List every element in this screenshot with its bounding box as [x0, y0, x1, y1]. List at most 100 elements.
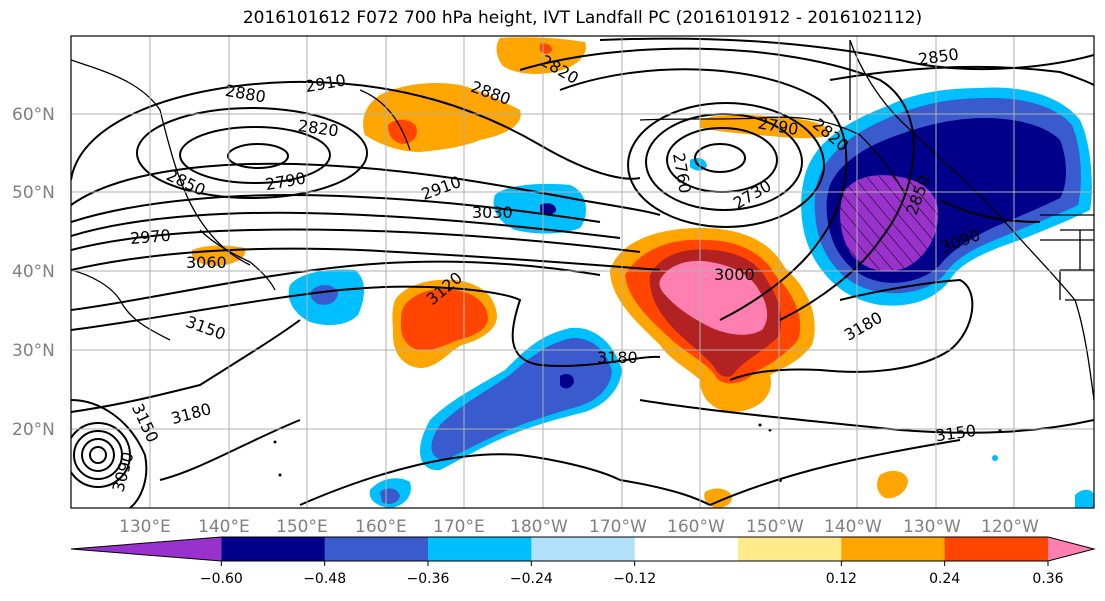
- height-contour: [299, 453, 621, 506]
- colorbar-tick-label: 0.12: [826, 571, 857, 587]
- ivt-positive-region: [400, 289, 488, 351]
- colorbar-cell: [531, 537, 636, 561]
- colorbar-cell: [738, 537, 842, 561]
- colorbar-ticks: −0.60−0.48−0.36−0.24−0.120.120.240.360.4…: [200, 561, 1064, 587]
- lon-label: 150°E: [276, 517, 328, 537]
- colorbar-extend-left: [71, 537, 222, 561]
- coastline: [1040, 239, 1094, 301]
- height-contour: [694, 143, 746, 173]
- island: [758, 423, 762, 427]
- height-contour: [179, 126, 331, 184]
- contour-label: 3030: [472, 203, 513, 222]
- contour-label: 3060: [186, 253, 227, 272]
- lon-label: 180°W: [510, 517, 568, 537]
- coastline: [1040, 214, 1094, 231]
- height-contour: [627, 102, 825, 228]
- coastline: [639, 116, 906, 196]
- colorbar-cell: [428, 537, 532, 561]
- lon-label: 140°E: [198, 517, 250, 537]
- lat-label: 40°N: [12, 262, 55, 282]
- lat-label: 50°N: [12, 183, 55, 203]
- colorbar-cell: [634, 537, 739, 561]
- latitude-labels: 60°N 50°N 40°N 30°N 20°N: [12, 105, 55, 440]
- island: [273, 440, 277, 444]
- colorbar-cell: [221, 537, 326, 561]
- height-contour: [159, 419, 301, 481]
- coastline: [359, 89, 411, 151]
- height-contour: [71, 319, 301, 413]
- height-contour: [73, 430, 123, 480]
- lon-label: 170°W: [589, 517, 647, 537]
- coastline: [849, 39, 1094, 401]
- height-contour: [71, 211, 621, 239]
- coastline: [71, 269, 171, 341]
- ivt-positive-region: [700, 114, 830, 139]
- lon-label: 140°W: [824, 517, 882, 537]
- height-contour: [136, 107, 368, 199]
- height-contour: [709, 439, 961, 506]
- ivt-negative-region: [380, 488, 400, 504]
- island: [278, 473, 282, 477]
- ivt-positive-region: [496, 37, 586, 74]
- ivt-positive-region: [659, 260, 768, 335]
- coastlines: [71, 39, 1094, 401]
- ivt-positive-region: [704, 488, 732, 508]
- colorbar-cell: [944, 537, 1049, 561]
- colorbar-tick-label: 0.36: [1032, 571, 1063, 587]
- height-contour: [71, 228, 641, 253]
- lat-label: 30°N: [12, 341, 55, 361]
- colorbar-cell: [324, 537, 429, 561]
- height-contour: [559, 68, 848, 321]
- lat-label: 60°N: [12, 105, 55, 125]
- height-contour: [599, 37, 1094, 71]
- colorbar-tick-label: 0.24: [929, 571, 960, 587]
- coastline: [199, 229, 276, 291]
- height-contour: [89, 446, 107, 464]
- colorbar-tick-label: −0.48: [303, 571, 346, 587]
- island: [992, 455, 998, 461]
- height-contour: [71, 247, 661, 271]
- height-contour: [81, 438, 115, 472]
- height-contour: [71, 422, 131, 488]
- ivt-positive-shading: [191, 37, 908, 508]
- contour-label: 3180: [597, 348, 638, 367]
- ivt-negative-shading: [288, 87, 1094, 508]
- ivt-negative-region: [1075, 489, 1094, 508]
- lon-label: 130°E: [119, 517, 171, 537]
- ivt-negative-region: [560, 374, 574, 389]
- lon-label: 160°E: [355, 517, 407, 537]
- coastline: [1059, 230, 1081, 300]
- height-contour: [71, 162, 661, 216]
- lon-label: 130°W: [903, 517, 961, 537]
- colorbar-tick-label: −0.36: [407, 571, 450, 587]
- height-contour: [71, 399, 148, 508]
- height-contour: [829, 65, 1094, 86]
- ivt-hatched-region: [840, 175, 939, 272]
- height-contour: [71, 285, 661, 368]
- lon-label: 120°W: [981, 517, 1039, 537]
- longitude-labels: 130°E 140°E 150°E 160°E 170°E 180°W 170°…: [119, 517, 1039, 537]
- graticule: [71, 36, 1094, 508]
- lon-label: 170°E: [433, 517, 485, 537]
- map-title: 2016101612 F072 700 hPa height, IVT Land…: [242, 8, 923, 28]
- ivt-negative-region: [310, 284, 338, 305]
- colorbar-cell: [841, 537, 946, 561]
- lat-label: 20°N: [12, 420, 55, 440]
- height-contour: [619, 479, 711, 506]
- colorbar-tick-label: −0.24: [510, 571, 553, 587]
- colorbar-extend-right: [1048, 537, 1094, 561]
- height-contour: [71, 80, 641, 181]
- colorbar-tick-label: −0.60: [200, 571, 243, 587]
- colorbar-tick-label: −0.12: [613, 571, 656, 587]
- ivt-positive-region: [877, 470, 908, 499]
- colorbar-cells: [70, 536, 1096, 562]
- map-frame: [70, 35, 1095, 509]
- lon-label: 150°W: [746, 517, 804, 537]
- ivt-negative-region: [540, 203, 557, 215]
- height-contour: [71, 194, 601, 223]
- lon-label: 160°W: [667, 517, 725, 537]
- height-contour: [71, 260, 601, 311]
- colorbar: −0.60−0.48−0.36−0.24−0.120.120.240.360.4…: [70, 536, 1096, 587]
- contour-label: 2970: [129, 226, 171, 248]
- contour-label: 3000: [714, 265, 755, 284]
